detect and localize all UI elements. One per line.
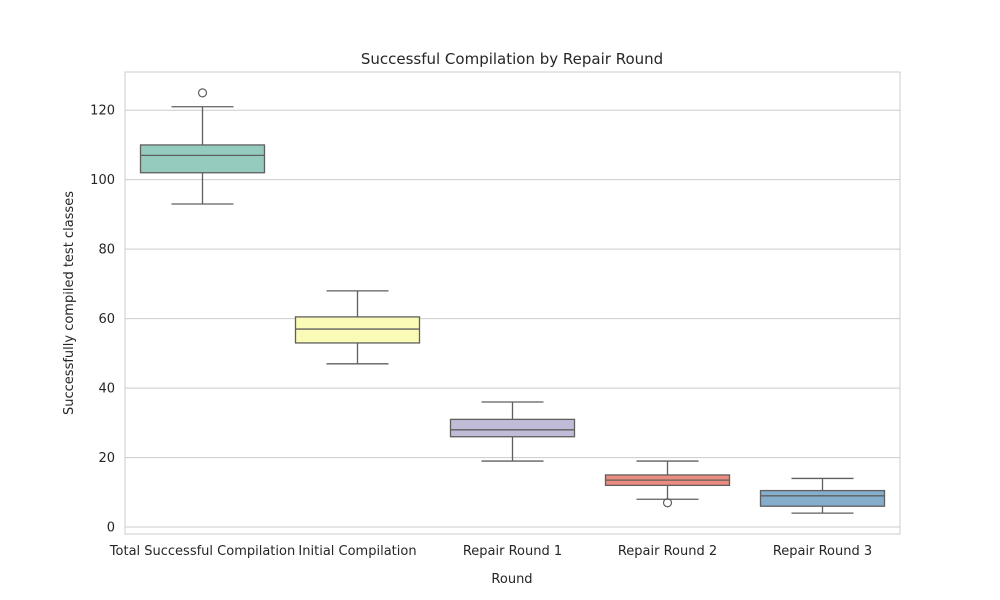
x-tick-label: Repair Round 2	[618, 544, 717, 559]
y-tick-label: 120	[90, 104, 115, 119]
x-tick-label: Total Successful Compilation	[109, 544, 295, 559]
box-group	[759, 477, 886, 514]
y-tick-label: 0	[107, 521, 115, 536]
y-tick-label: 80	[98, 243, 115, 258]
y-axis-label: Successfully compiled test classes	[62, 191, 77, 415]
gridlines	[125, 109, 900, 528]
box-series	[139, 88, 886, 514]
y-tick-label: 60	[98, 312, 115, 327]
box-group	[604, 460, 731, 508]
y-tick-label: 20	[98, 451, 115, 466]
y-tick-label: 40	[98, 382, 115, 397]
box-group	[139, 88, 266, 205]
x-tick-label: Initial Compilation	[298, 544, 416, 559]
box-iqr	[759, 489, 886, 507]
x-tick-label: Repair Round 1	[463, 544, 562, 559]
box-iqr	[449, 418, 576, 438]
y-axis-ticks: 0 20 40 60 80 100 120	[90, 104, 115, 536]
x-axis-ticks: Total Successful Compilation Initial Comp…	[109, 544, 872, 559]
box-iqr	[139, 144, 266, 174]
x-tick-label: Repair Round 3	[773, 544, 872, 559]
box-group	[449, 401, 576, 462]
chart-title: Successful Compilation by Repair Round	[361, 50, 663, 68]
box-iqr	[294, 316, 421, 344]
outlier-point	[662, 498, 673, 508]
x-axis-label: Round	[491, 572, 532, 587]
box-group	[294, 290, 421, 365]
outlier-point	[197, 88, 208, 98]
plot-area	[124, 71, 901, 535]
y-tick-label: 100	[90, 173, 115, 188]
